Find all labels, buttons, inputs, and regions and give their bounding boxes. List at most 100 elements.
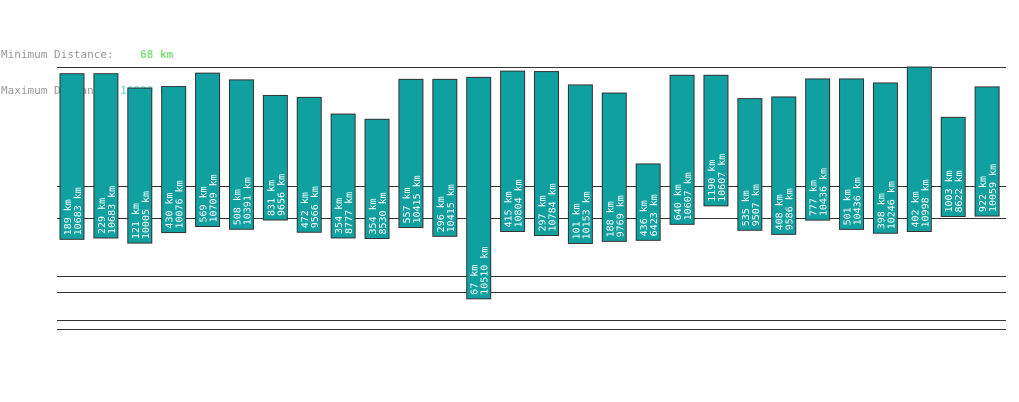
min-label-1: 229 km (97, 198, 108, 234)
bar-group-4: 569 km 10709 km (195, 72, 221, 228)
chart-bars: 189 km 10683 km 229 km 10683 km 121 km 10005 … (59, 66, 1000, 300)
max-label-4: 10709 km (209, 174, 220, 222)
bar-4 (195, 72, 221, 228)
max-label-8: 8777 km (344, 192, 355, 234)
bar-group-15: 101 km 10153 km (567, 84, 593, 244)
min-label-27: 922 km (978, 176, 989, 212)
min-label-19: 1190 km (707, 160, 718, 202)
max-label-26: 8622 km (954, 170, 965, 212)
min-label-8: 354 km (334, 198, 345, 234)
bar-24 (872, 82, 898, 234)
min-label-18: 640 km (673, 184, 684, 220)
min-label-2: 121 km (131, 203, 142, 239)
bar-19 (703, 74, 729, 207)
bar-group-0: 189 km 10683 km (59, 73, 85, 240)
bar-15 (567, 84, 593, 244)
max-label-11: 10415 km (446, 184, 457, 232)
bar-group-3: 430 km 10076 km (161, 86, 187, 234)
min-distance-label: Minimum Distance: (1, 48, 114, 61)
min-distance-value: 68 km (140, 48, 174, 61)
min-label-20: 535 km (741, 190, 752, 226)
bar-17 (635, 163, 661, 241)
bar-0 (59, 73, 85, 240)
bar-group-16: 188 km 9769 km (601, 92, 627, 242)
max-label-0: 10683 km (73, 187, 84, 235)
bar-26 (940, 116, 966, 217)
max-label-6: 9656 km (276, 174, 287, 216)
min-label-7: 472 km (300, 192, 311, 228)
bar-22 (805, 78, 831, 221)
max-label-24: 10246 km (886, 181, 897, 229)
bar-16 (601, 92, 627, 242)
max-label-1: 10683 km (107, 186, 118, 234)
min-label-14: 297 km (538, 195, 549, 231)
bar-7 (296, 96, 322, 233)
min-label-10: 557 km (402, 187, 413, 223)
bar-group-26: 1003 km 8622 km (940, 116, 966, 217)
bar-group-11: 296 km 10415 km (432, 78, 458, 237)
bar-group-8: 354 km 8777 km (330, 113, 356, 239)
min-label-15: 101 km (571, 203, 582, 239)
max-label-25: 10998 km (920, 179, 931, 227)
min-label-6: 831 km (266, 180, 277, 216)
bar-13 (500, 70, 526, 232)
max-label-23: 10436 km (853, 177, 864, 225)
min-label-5: 508 km (232, 189, 243, 225)
bar-group-14: 297 km 10784 km (534, 71, 559, 236)
min-label-25: 402 km (910, 191, 921, 227)
bar-6 (262, 94, 288, 221)
bar-group-7: 472 km 9566 km (296, 96, 322, 233)
bar-20 (737, 98, 763, 231)
max-label-5: 10391 km (242, 177, 253, 225)
min-label-16: 188 km (605, 201, 616, 237)
bar-group-1: 229 km 10683 km (93, 73, 119, 239)
min-label-17: 436 km (639, 200, 650, 236)
bar-5 (228, 79, 254, 230)
bar-18 (669, 74, 695, 225)
bar-group-27: 922 km 10059 km (974, 86, 1000, 217)
bar-group-22: 777 km 10436 km (805, 78, 831, 221)
bar-1 (93, 73, 119, 239)
min-label-4: 569 km (199, 186, 210, 222)
min-label-22: 777 km (809, 180, 820, 216)
bar-11 (432, 78, 458, 237)
bar-25 (906, 66, 932, 232)
max-label-27: 10059 km (988, 164, 999, 212)
bar-group-19: 1190 km 10607 km (703, 74, 729, 207)
bar-group-2: 121 km 10005 km (127, 87, 153, 244)
min-label-26: 1003 km (944, 170, 955, 212)
max-label-13: 10804 km (514, 179, 525, 227)
bar-14 (534, 71, 559, 236)
max-label-15: 10153 km (581, 191, 592, 239)
min-distance-row: Minimum Distance: 68 km (1, 49, 173, 61)
bar-23 (839, 78, 865, 230)
max-label-17: 6423 km (649, 194, 660, 236)
max-label-12: 10510 km (480, 247, 491, 295)
max-label-7: 9566 km (310, 186, 321, 228)
bar-group-20: 535 km 9507 km (737, 98, 763, 231)
max-label-18: 10607 km (683, 172, 694, 220)
bar-10 (398, 78, 424, 229)
bar-group-23: 501 km 10436 km (839, 78, 865, 230)
bar-group-10: 557 km 10415 km (398, 78, 424, 229)
bar-group-25: 402 km 10998 km (906, 66, 932, 232)
bar-12 (466, 76, 492, 300)
bar-group-6: 831 km 9656 km (262, 94, 288, 221)
max-label-3: 10076 km (175, 180, 186, 228)
bar-27 (974, 86, 1000, 217)
bar-21 (771, 96, 797, 235)
max-label-2: 10005 km (141, 191, 152, 239)
min-label-21: 408 km (775, 194, 786, 230)
max-label-22: 10436 km (819, 168, 830, 216)
bar-9 (364, 118, 390, 239)
max-label-19: 10607 km (717, 154, 728, 202)
min-label-11: 296 km (436, 196, 447, 232)
bar-3 (161, 86, 187, 234)
bar-group-5: 508 km 10391 km (228, 79, 254, 230)
max-label-16: 9769 km (615, 195, 626, 237)
bar-group-12: 67 km 10510 km (466, 76, 492, 300)
bar-2 (127, 87, 153, 244)
max-label-10: 10415 km (412, 175, 423, 223)
